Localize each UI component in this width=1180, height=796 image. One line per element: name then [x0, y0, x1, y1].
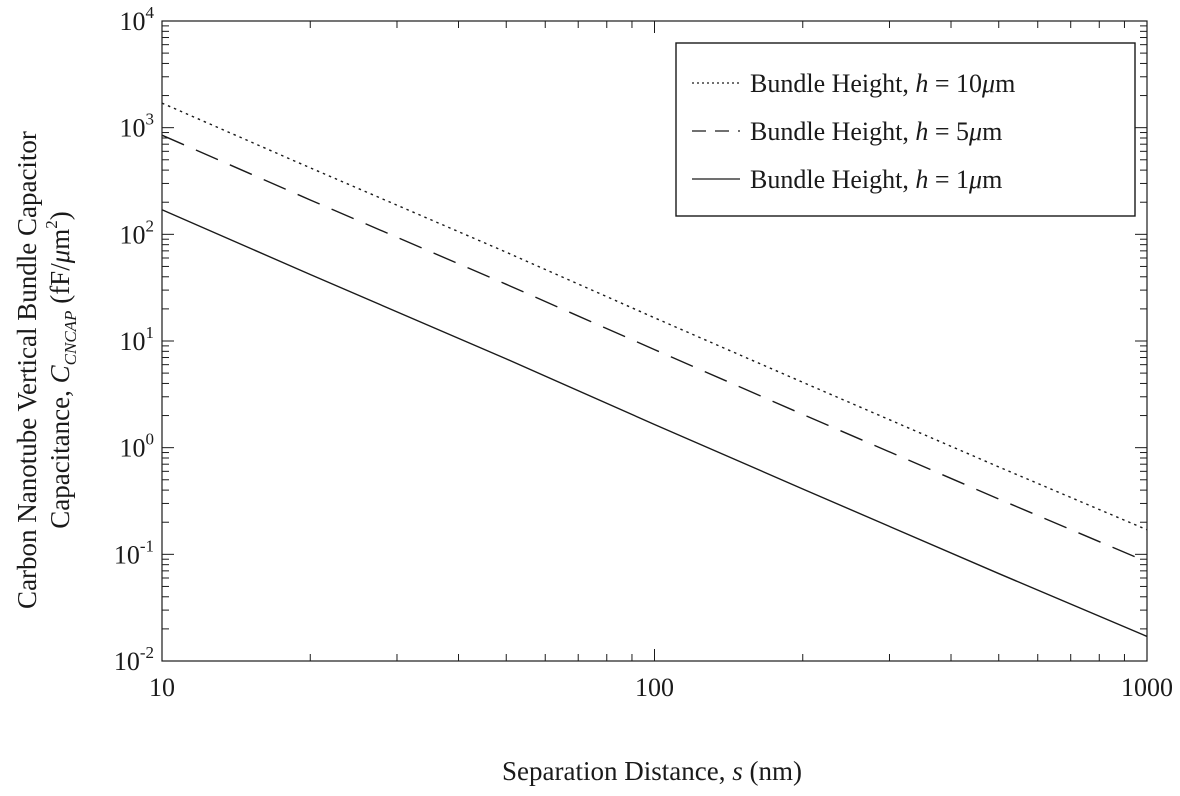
legend-label-h10: Bundle Height, h = 10μm — [750, 69, 1015, 98]
legend-box — [675, 42, 1136, 217]
series-line-h1 — [161, 209, 1148, 638]
legend: Bundle Height, h = 10μm Bundle Height, h… — [675, 42, 1136, 217]
tick-marks — [161, 21, 1147, 662]
series-line-h5 — [161, 134, 1148, 563]
y-axis-title-line1: Carbon Nanotube Vertical Bundle Capacito… — [12, 131, 42, 609]
y-tick-label: 102 — [120, 216, 155, 249]
x-axis-title: Separation Distance, s (nm) — [502, 756, 802, 786]
legend-label-h5: Bundle Height, h = 5μm — [750, 117, 1002, 146]
series-lines — [161, 102, 1148, 638]
y-tick-label: 100 — [120, 430, 155, 463]
y-tick-label: 104 — [120, 3, 155, 36]
x-tick-label: 10 — [149, 673, 175, 702]
legend-label-h1: Bundle Height, h = 1μm — [750, 165, 1002, 194]
y-axis-title-line2: Capacitance, CCNCAP (fF/μm2) — [42, 211, 80, 529]
y-axis-title: Carbon Nanotube Vertical Bundle Capacito… — [12, 131, 80, 609]
y-tick-label: 10-2 — [114, 643, 154, 676]
y-tick-label: 101 — [120, 323, 155, 356]
tick-labels: 10 100 1000 10-2 10-1 100 101 102 103 104 — [114, 3, 1173, 702]
x-tick-label: 1000 — [1121, 673, 1173, 702]
y-tick-label: 10-1 — [114, 536, 154, 569]
y-tick-label: 103 — [120, 110, 155, 143]
x-tick-label: 100 — [635, 673, 674, 702]
series-line-h10 — [161, 102, 1148, 531]
